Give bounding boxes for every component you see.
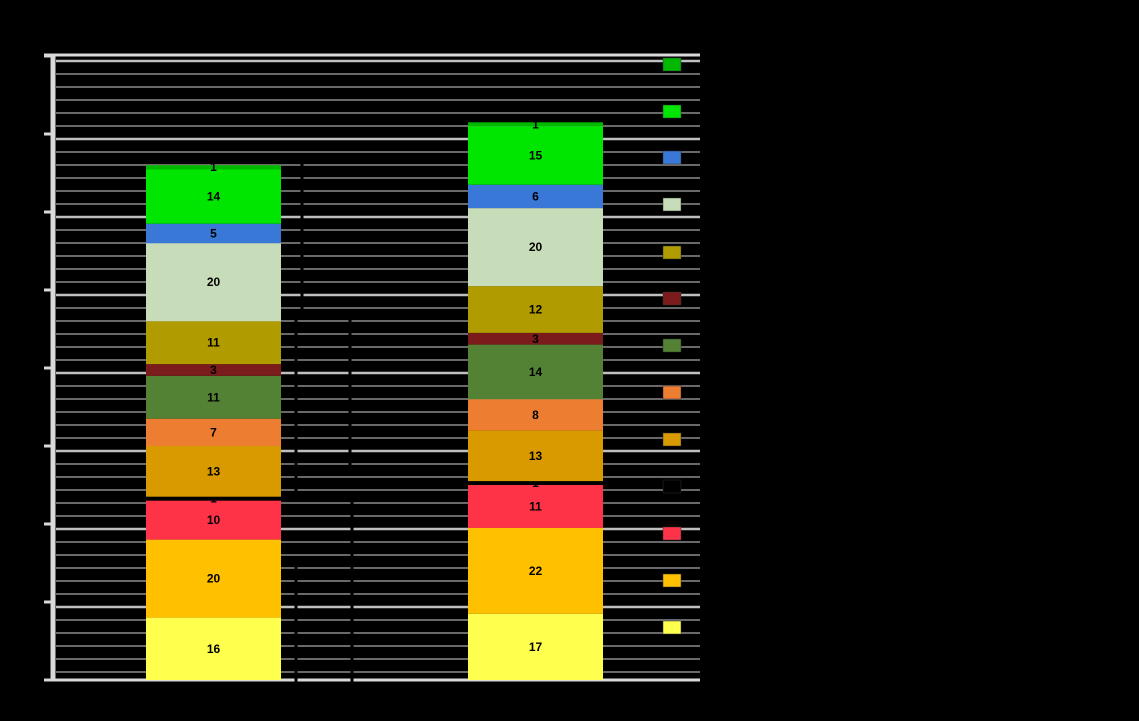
bar-segment — [468, 184, 603, 209]
segment-value-label: 13 — [207, 464, 221, 478]
bar-segment — [468, 430, 603, 482]
bar-segment — [146, 500, 281, 540]
legend-swatch — [662, 573, 682, 588]
bar-segment — [468, 332, 603, 345]
segment-value-label: 10 — [207, 513, 221, 527]
segment-value-label: 1 — [210, 160, 217, 174]
legend-swatch — [662, 385, 682, 400]
bar-segment — [468, 485, 603, 528]
legend-swatch — [662, 197, 682, 212]
bar-segment — [468, 527, 603, 614]
segment-value-label: 1 — [532, 117, 539, 131]
legend-swatch — [662, 479, 682, 494]
segment-value-label: 1 — [210, 492, 217, 506]
legend — [662, 57, 682, 635]
segment-value-label: 20 — [207, 572, 221, 586]
segment-value-label: 1 — [532, 476, 539, 490]
legend-swatch — [662, 57, 682, 72]
bar-segment — [468, 344, 603, 400]
bar-segment — [146, 446, 281, 497]
bar-segment — [146, 165, 281, 170]
bar-segment — [146, 617, 281, 680]
segment-value-label: 11 — [207, 390, 220, 404]
segment-value-label: 13 — [529, 449, 543, 463]
legend-swatch — [662, 291, 682, 306]
segment-value-label: 11 — [207, 336, 220, 350]
legend-swatch — [662, 432, 682, 447]
bar-segment — [146, 321, 281, 365]
legend-swatch — [662, 104, 682, 119]
segment-value-label: 15 — [529, 148, 543, 162]
segment-value-label: 7 — [210, 425, 217, 439]
legend-swatch — [662, 526, 682, 541]
bar-segment — [146, 418, 281, 446]
annotations — [294, 162, 354, 685]
legend-swatch — [662, 150, 682, 165]
bar-segment — [468, 208, 603, 287]
bar-segment — [146, 496, 281, 501]
segment-value-label: 12 — [529, 303, 543, 317]
bar-segment — [146, 375, 281, 419]
segment-value-label: 20 — [207, 275, 221, 289]
bar-segment — [468, 399, 603, 431]
segment-value-label: 8 — [532, 408, 539, 422]
segment-value-label: 20 — [529, 240, 543, 254]
bar-segment — [468, 122, 603, 127]
bars: 1620101137113112051411722111138143122061… — [146, 117, 603, 680]
legend-swatch — [662, 338, 682, 353]
segment-value-label: 3 — [210, 363, 217, 377]
segment-value-label: 11 — [529, 499, 542, 513]
bar-segment — [468, 126, 603, 185]
segment-value-label: 14 — [207, 189, 221, 203]
bar-segment — [468, 613, 603, 680]
bar-segment — [146, 364, 281, 376]
bar-segment — [146, 169, 281, 224]
segment-value-label: 6 — [532, 189, 539, 203]
segment-value-label: 17 — [529, 640, 543, 654]
segment-value-label: 16 — [207, 642, 221, 656]
segment-value-label: 3 — [532, 332, 539, 346]
legend-swatch — [662, 245, 682, 260]
segment-value-label: 22 — [529, 564, 543, 578]
legend-swatch — [662, 620, 682, 635]
bar-segment — [146, 223, 281, 244]
segment-value-label: 5 — [210, 226, 217, 240]
segment-value-label: 14 — [529, 365, 543, 379]
bar-segment — [468, 286, 603, 333]
bar-segment — [146, 539, 281, 618]
bar-segment — [468, 481, 603, 485]
bar-segment — [146, 243, 281, 322]
